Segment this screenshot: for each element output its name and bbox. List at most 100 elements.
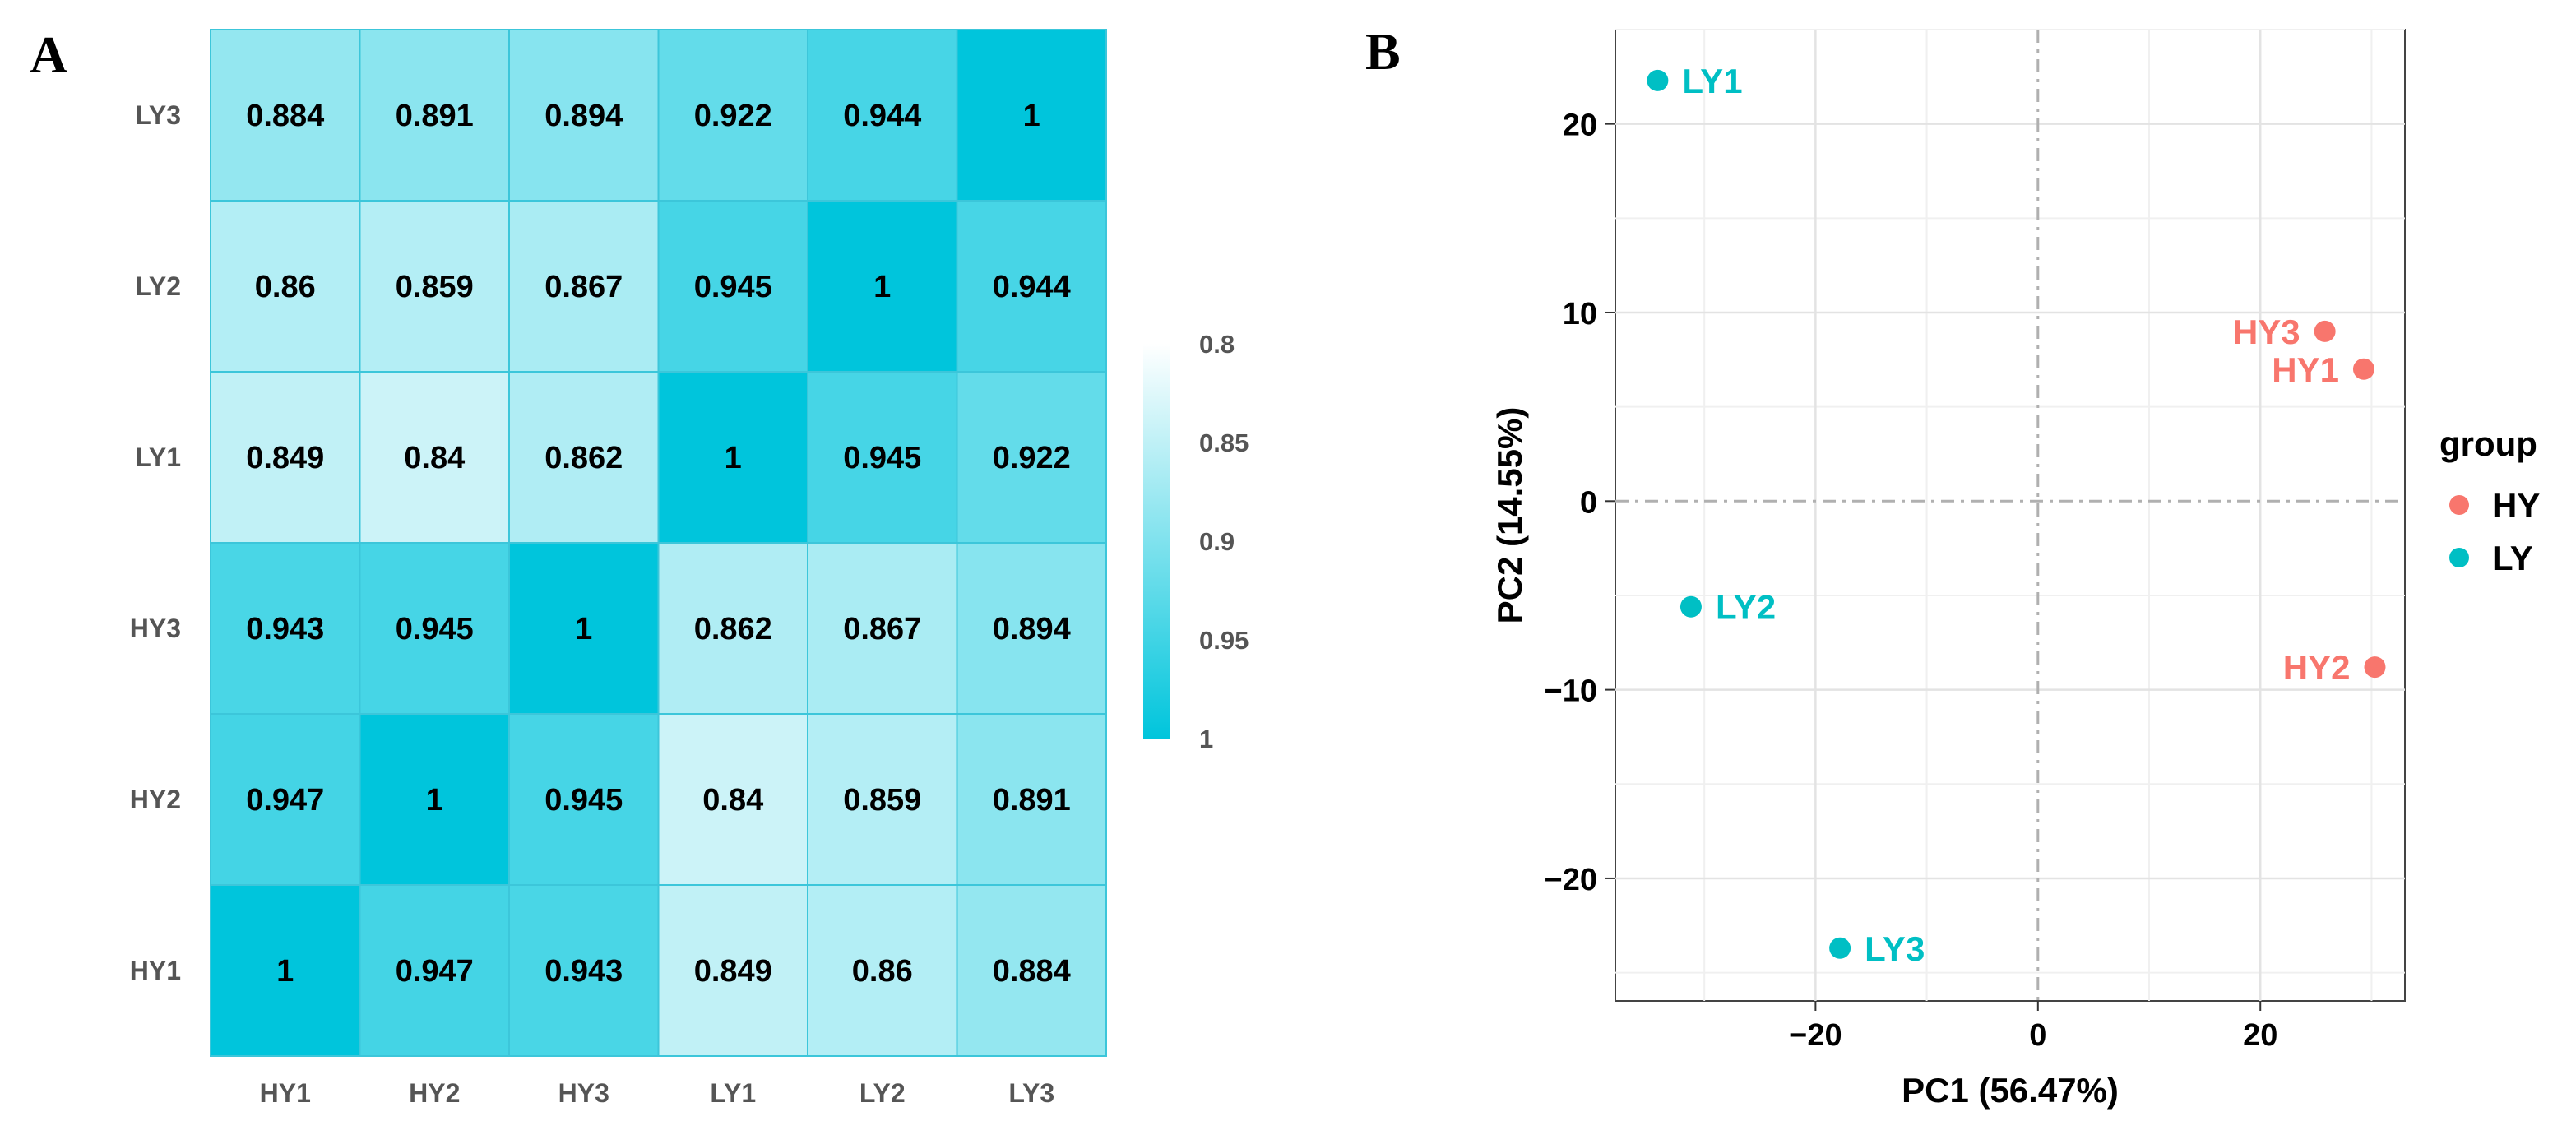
heatmap-cell — [807, 884, 958, 1057]
heatmap-cell-value: 0.922 — [993, 441, 1071, 475]
heatmap-cell — [956, 371, 1107, 544]
heatmap-cell-value: 0.84 — [404, 441, 465, 475]
heatmap-y-tick-label: HY3 — [130, 614, 181, 643]
heatmap-cell — [210, 371, 361, 544]
heatmap-cell — [956, 29, 1107, 202]
heatmap-cell — [807, 29, 958, 202]
heatmap-x-tick-label: HY2 — [409, 1078, 460, 1108]
pca-y-tick-label: −20 — [1545, 863, 1597, 897]
heatmap-cell-value: 0.945 — [396, 612, 474, 646]
colorbar-tick-label: 0.8 — [1199, 330, 1235, 359]
heatmap-cell — [956, 542, 1107, 715]
pca-point-hy2 — [2364, 656, 2386, 679]
pca-point-hy1 — [2352, 358, 2374, 380]
heatmap-y-tick-label: LY2 — [135, 271, 181, 301]
colorbar-tick-label: 0.9 — [1199, 527, 1235, 556]
heatmap-cell-value: 0.894 — [544, 99, 623, 133]
pca-point-label: HY2 — [2283, 648, 2351, 687]
panel-b-label: B — [1365, 22, 1401, 81]
legend-swatch-hy — [2449, 495, 2469, 515]
pca-point-label: HY3 — [2233, 313, 2300, 351]
heatmap-cell-value: 0.922 — [694, 99, 772, 133]
heatmap-cell-value: 0.944 — [843, 99, 921, 133]
colorbar-tick-label: 0.85 — [1199, 429, 1249, 457]
pca-point-ly3 — [1829, 937, 1851, 959]
heatmap-cell — [508, 371, 660, 544]
heatmap-cell — [210, 713, 361, 886]
heatmap-cell-value: 0.891 — [993, 783, 1071, 818]
heatmap-cell-value: 0.867 — [544, 270, 623, 304]
heatmap-cell-value: 1 — [575, 612, 592, 646]
heatmap-cell-value: 0.945 — [843, 441, 921, 475]
heatmap-cell-value: 0.849 — [694, 954, 772, 989]
pca-point-hy3 — [2314, 320, 2336, 342]
heatmap-cell — [956, 713, 1107, 886]
pca-point-label: LY1 — [1682, 62, 1742, 100]
heatmap-x-tick-label: HY1 — [260, 1078, 311, 1108]
heatmap-cell — [657, 542, 808, 715]
heatmap-cell-value: 0.891 — [396, 99, 474, 133]
heatmap-cell — [210, 29, 361, 202]
heatmap-cell-value: 0.859 — [843, 783, 921, 818]
heatmap-cell — [657, 29, 808, 202]
heatmap-cell-value: 0.849 — [246, 441, 324, 475]
correlation-heatmap: 0.884 0.891 0.894 0.922 0.944 1 0.86 0.859 0.867… — [130, 29, 1249, 1108]
heatmap-y-tick-labels: LY3 LY2 LY1 HY3 HY2 HY1 — [130, 100, 181, 985]
heatmap-cell-value: 0.947 — [396, 954, 474, 989]
heatmap-y-tick-label: LY3 — [135, 100, 181, 130]
pca-y-tick-label: 10 — [1563, 297, 1597, 331]
heatmap-y-tick-label: HY2 — [130, 785, 181, 814]
pca-y-axis-label: PC2 (14.55%) — [1490, 407, 1529, 624]
pca-x-tick-label: 20 — [2243, 1018, 2277, 1053]
heatmap-cell-value: 1 — [1023, 99, 1040, 133]
heatmap-cell-value: 1 — [276, 954, 294, 989]
heatmap-cell-value: 0.894 — [993, 612, 1071, 646]
legend-entry-label: HY — [2492, 486, 2540, 525]
heatmap-cell-value: 0.86 — [255, 270, 316, 304]
heatmap-x-tick-label: LY3 — [1008, 1078, 1054, 1108]
heatmap-cell — [657, 371, 808, 544]
pca-point-ly2 — [1679, 595, 1702, 618]
heatmap-cell — [657, 200, 808, 373]
heatmap-cells: 0.884 0.891 0.894 0.922 0.944 1 0.86 0.859 0.867… — [210, 29, 1107, 1057]
heatmap-cell — [210, 884, 361, 1057]
heatmap-cell — [956, 200, 1107, 373]
pca-y-tick-label: −10 — [1545, 674, 1597, 709]
colorbar-tick-label: 0.95 — [1199, 626, 1249, 655]
pca-x-axis-label: PC1 (56.47%) — [1902, 1071, 2119, 1110]
colorbar-tick-label: 1 — [1199, 725, 1213, 753]
heatmap-cell-value: 0.947 — [246, 783, 324, 818]
panel-a-label: A — [30, 25, 67, 84]
legend-entry-label: LY — [2492, 539, 2533, 577]
pca-grid — [1615, 29, 2406, 1002]
heatmap-cell-value: 1 — [725, 441, 742, 475]
pca-zero-lines — [1615, 30, 2405, 1001]
pca-point-label: HY1 — [2272, 350, 2339, 389]
heatmap-cell — [956, 884, 1107, 1057]
heatmap-cell — [359, 542, 510, 715]
heatmap-cell-value: 0.867 — [843, 612, 921, 646]
pca-x-tick-label: −20 — [1789, 1018, 1842, 1053]
legend-swatch-ly — [2449, 548, 2469, 568]
heatmap-cell — [508, 713, 660, 886]
pca-point-ly1 — [1647, 69, 1669, 91]
pca-x-tick-label: 0 — [2029, 1018, 2046, 1053]
pca-point-label: LY3 — [1865, 929, 1925, 968]
pca-y-tick-label: 20 — [1563, 109, 1597, 143]
heatmap-cell-value: 0.884 — [993, 954, 1071, 989]
heatmap-cell — [508, 29, 660, 202]
heatmap-cell — [359, 200, 510, 373]
heatmap-cell-value: 0.945 — [544, 783, 623, 818]
heatmap-cell-value: 0.859 — [396, 270, 474, 304]
heatmap-cell-value: 0.86 — [852, 954, 913, 989]
heatmap-x-tick-label: LY2 — [859, 1078, 906, 1108]
heatmap-y-tick-label: LY1 — [135, 442, 181, 472]
pca-y-tick-label: 0 — [1580, 485, 1597, 520]
heatmap-x-tick-label: HY3 — [558, 1078, 609, 1108]
heatmap-cell — [657, 713, 808, 886]
heatmap-cell — [359, 29, 510, 202]
legend-title: group — [2439, 424, 2537, 463]
heatmap-x-tick-label: LY1 — [710, 1078, 756, 1108]
